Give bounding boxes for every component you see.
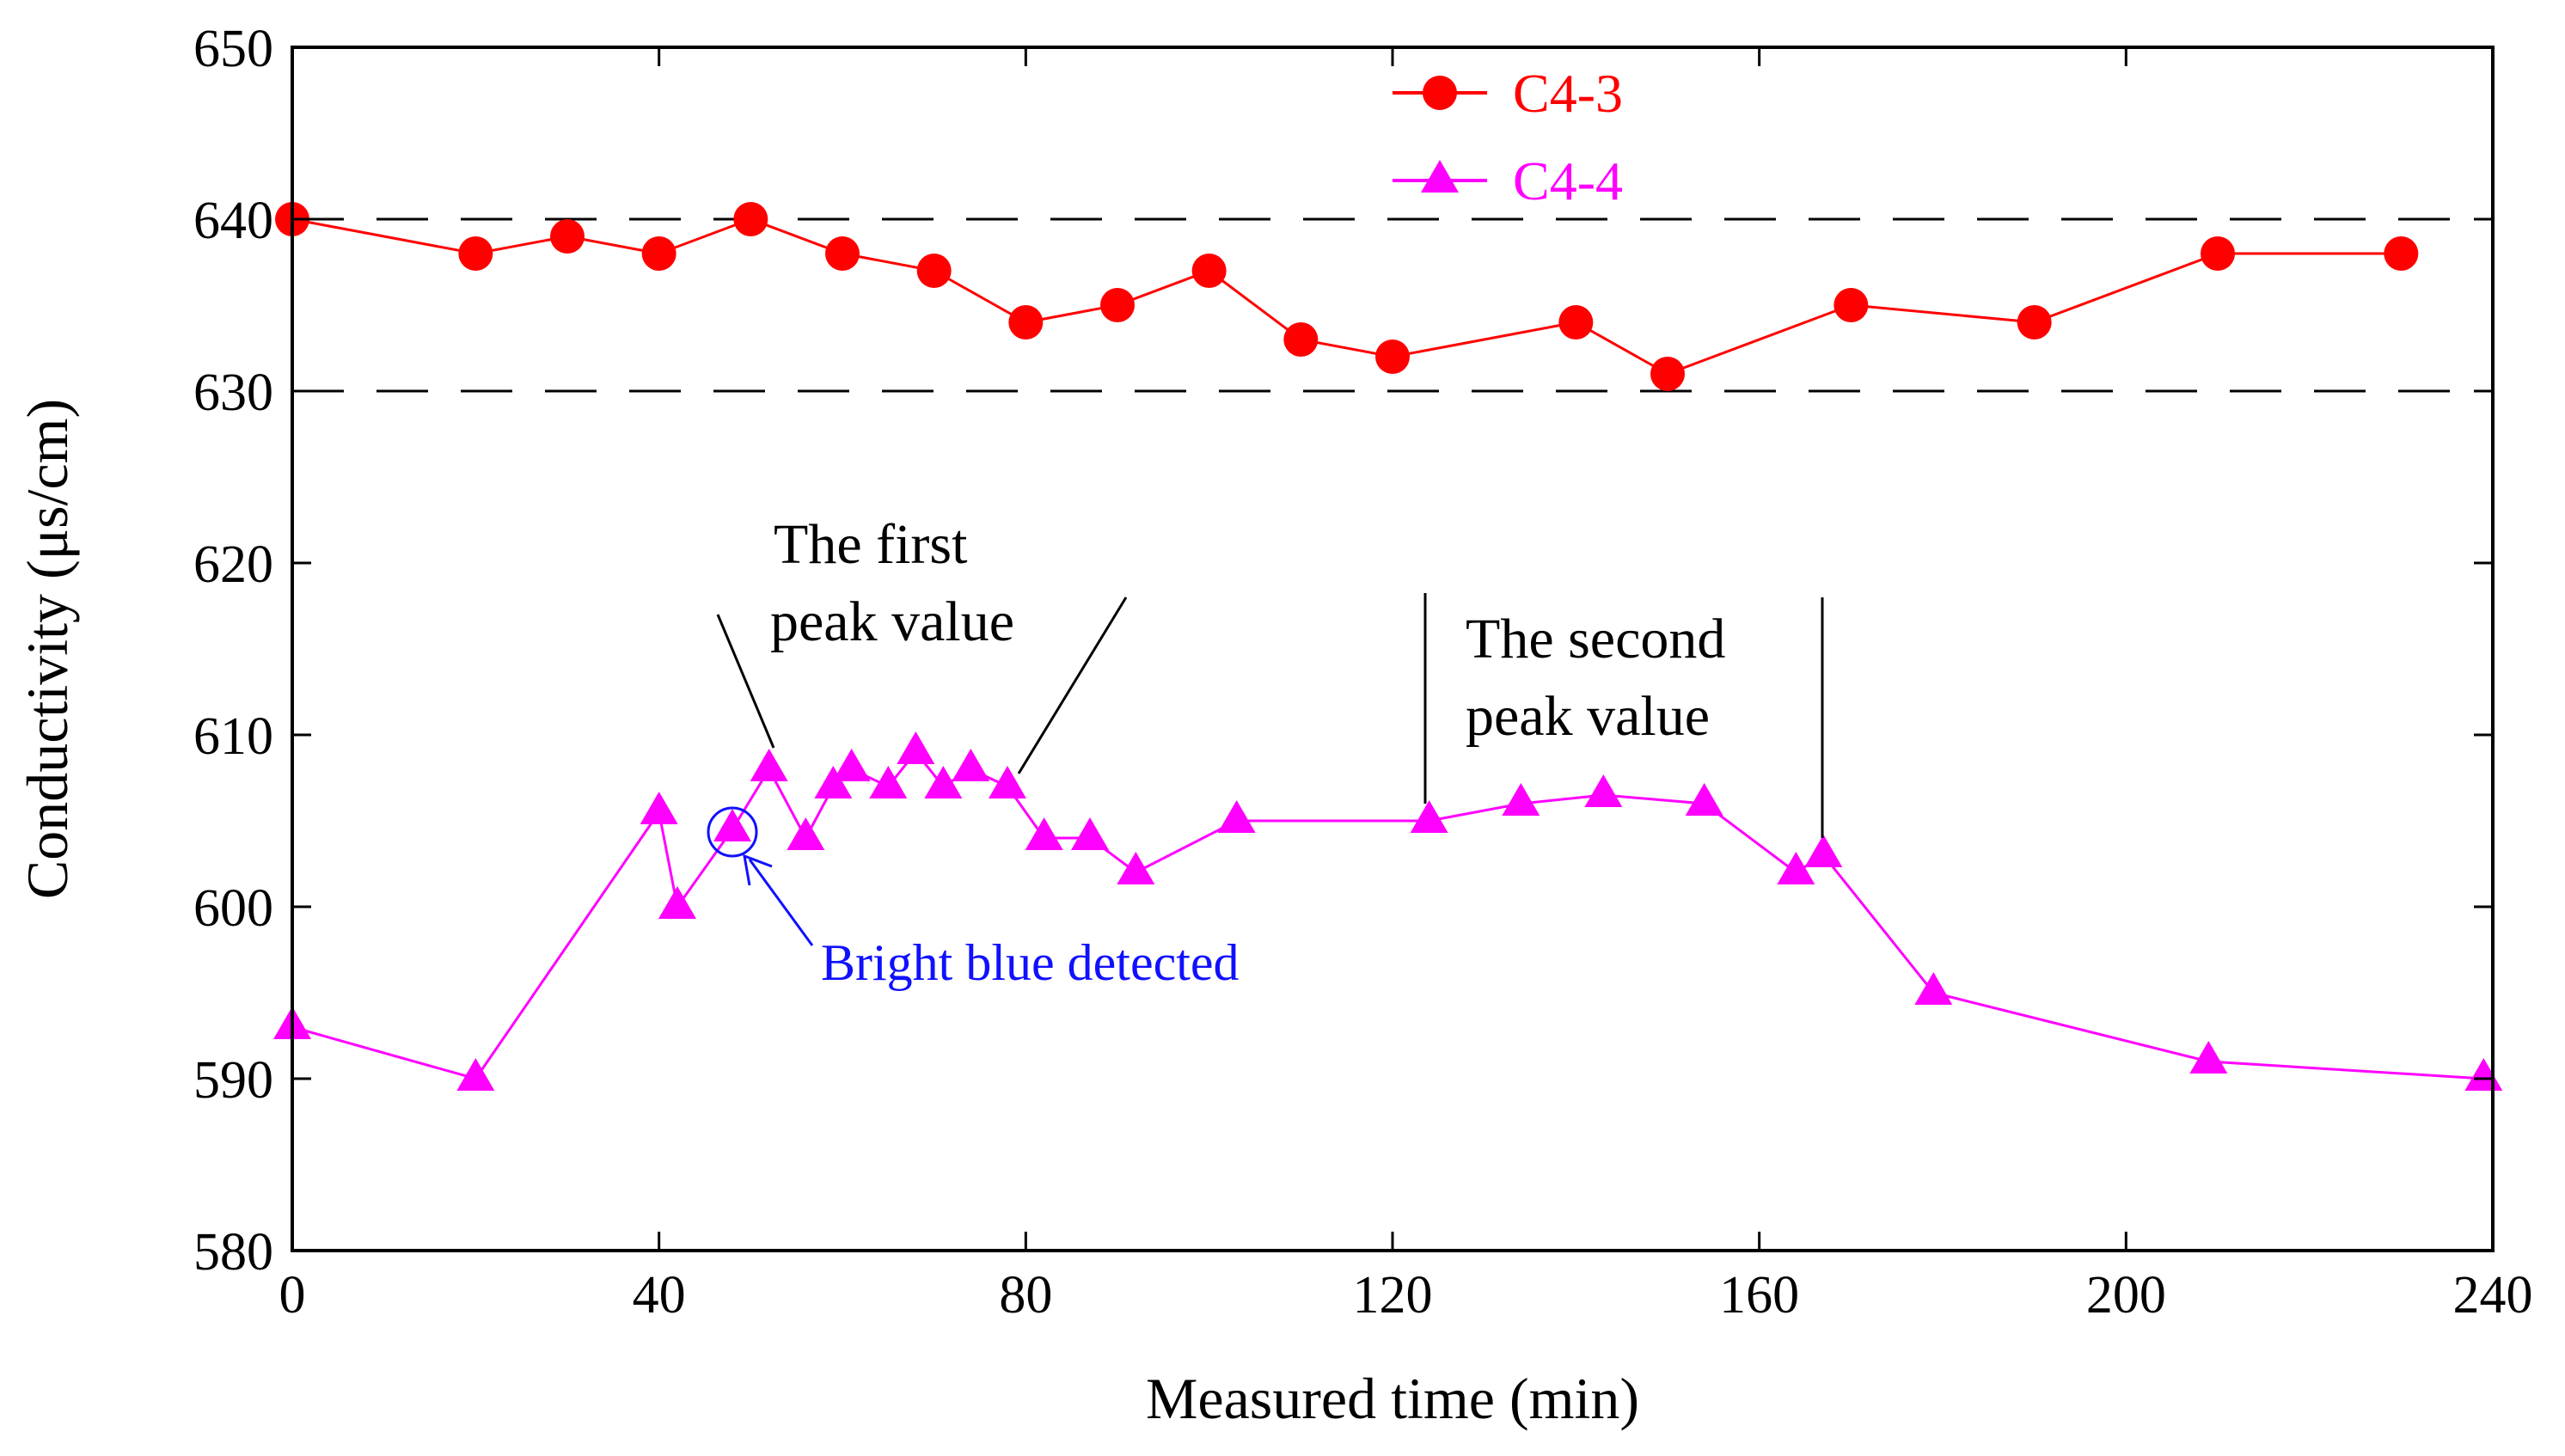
legend-marker-c4-3 (1423, 76, 1457, 110)
data-point-c4-4 (713, 809, 751, 841)
data-point-c4-3 (1375, 340, 1410, 374)
data-point-c4-3 (2384, 236, 2419, 271)
y-tick-label: 580 (193, 1223, 273, 1282)
x-tick-label: 0 (279, 1266, 306, 1324)
x-tick-label: 160 (1719, 1266, 1799, 1324)
data-point-c4-3 (825, 236, 860, 271)
x-tick-label: 120 (1353, 1266, 1433, 1324)
legend-label-c4-3: C4-3 (1513, 63, 1623, 124)
x-tick-label: 80 (999, 1266, 1052, 1324)
reference-lines (292, 217, 2493, 393)
y-tick-label: 640 (193, 192, 273, 250)
y-tick-label: 600 (193, 879, 273, 938)
data-point-c4-4 (897, 731, 935, 764)
data-point-c4-4 (1071, 817, 1109, 850)
plot-frame (291, 46, 2495, 1252)
data-point-c4-4 (1914, 972, 1953, 1005)
first-peak-label-line1: The first (774, 513, 967, 576)
data-point-c4-3 (2201, 236, 2235, 271)
bright-blue-arrow-head (743, 853, 773, 886)
series-line-c4-3 (291, 217, 2402, 376)
first-peak-leader-left (716, 614, 775, 749)
data-point-c4-4 (1777, 852, 1815, 884)
second-peak-label-line1: The second (1466, 608, 1725, 670)
data-point-c4-4 (924, 766, 963, 798)
second-peak-label-line2: peak value (1466, 685, 1710, 748)
y-axis-title: Conductivity (μs/cm) (15, 399, 80, 899)
data-point-c4-4 (658, 886, 696, 919)
annotations: The first peak value The second peak val… (707, 513, 1824, 991)
y-tick-label: 620 (193, 535, 273, 594)
data-point-c4-3 (733, 202, 768, 236)
data-point-c4-4 (1217, 800, 1256, 833)
series-c4-3 (275, 202, 2419, 391)
data-point-c4-4 (1804, 835, 1843, 867)
data-point-c4-4 (2189, 1041, 2228, 1074)
data-point-c4-3 (1558, 305, 1594, 340)
data-point-c4-4 (1410, 800, 1448, 833)
data-point-c4-4 (787, 817, 825, 850)
data-point-c4-4 (750, 749, 788, 781)
y-tick-label: 590 (193, 1051, 273, 1110)
legend: C4-3 C4-4 (1393, 63, 1623, 211)
bright-blue-arrow-shaft (748, 859, 814, 946)
data-point-c4-3 (550, 219, 585, 254)
data-point-c4-3 (1650, 357, 1685, 391)
data-point-c4-3 (1100, 288, 1135, 322)
data-point-c4-4 (1685, 783, 1723, 816)
data-point-c4-4 (1025, 817, 1063, 850)
bright-blue-marker-circle (707, 806, 758, 858)
data-point-c4-3 (1191, 254, 1227, 288)
data-point-c4-4 (989, 766, 1026, 798)
legend-marker-c4-4 (1421, 160, 1459, 193)
data-point-c4-3 (2017, 305, 2052, 340)
series-layer (273, 202, 2503, 1091)
x-tick-label: 200 (2086, 1266, 2166, 1324)
data-point-c4-3 (641, 236, 676, 271)
y-tick-label: 610 (193, 707, 273, 766)
y-tick-label: 650 (193, 20, 273, 78)
data-point-c4-3 (458, 236, 493, 271)
first-peak-leader-right (1017, 596, 1128, 774)
data-point-c4-3 (916, 254, 952, 288)
axis-ticks: 0 40 80 120 160 200 240 580 590 600 610 620 630 640 65… (193, 20, 2533, 1324)
data-point-c4-3 (1008, 305, 1044, 340)
data-point-c4-4 (814, 766, 853, 798)
data-point-c4-4 (640, 792, 678, 824)
bright-blue-label: Bright blue detected (821, 934, 1240, 991)
data-point-c4-4 (832, 749, 871, 781)
data-point-c4-4 (1502, 783, 1540, 816)
data-point-c4-4 (1117, 852, 1155, 884)
data-point-c4-3 (1283, 322, 1319, 357)
data-point-c4-4 (952, 749, 990, 781)
data-point-c4-4 (456, 1058, 495, 1091)
x-tick-label: 240 (2453, 1266, 2533, 1324)
data-point-c4-3 (1833, 288, 1869, 322)
series-c4-4 (273, 731, 2503, 1091)
y-tick-label: 630 (193, 364, 273, 422)
first-peak-label-line2: peak value (770, 590, 1014, 653)
data-point-c4-4 (2464, 1058, 2503, 1091)
data-point-c4-4 (1584, 774, 1623, 807)
series-line-c4-4 (291, 749, 2484, 1080)
x-axis-title: Measured time (min) (1146, 1366, 1639, 1431)
data-point-c4-4 (869, 766, 908, 798)
legend-label-c4-4: C4-4 (1513, 150, 1623, 211)
x-tick-label: 40 (633, 1266, 686, 1324)
